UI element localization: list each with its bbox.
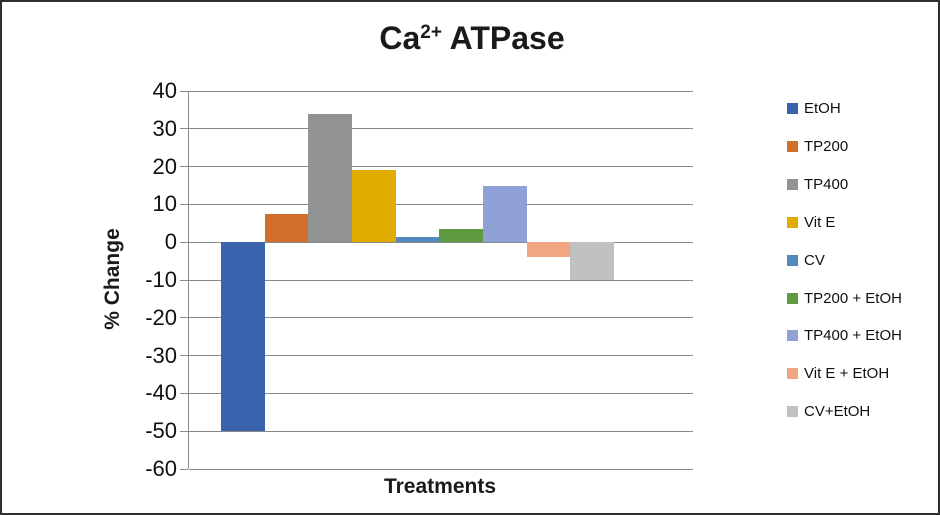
- legend-item-tp400: TP400: [787, 174, 848, 195]
- y-tick-label-10: 10: [152, 191, 177, 217]
- y-tick-mark--10: [180, 279, 188, 281]
- y-tick-label--10: -10: [145, 267, 177, 292]
- legend-item-tp400-+-etoh: TP400 + EtOH: [787, 325, 902, 346]
- legend-item-vit-e-+-etoh: Vit E + EtOH: [787, 363, 889, 384]
- bar-tp400: [308, 113, 352, 243]
- gridline-y-0: [189, 241, 693, 243]
- y-tick-mark--30: [180, 355, 188, 357]
- legend-swatch-icon: [787, 178, 798, 190]
- gridline-y--50: [189, 430, 693, 432]
- bar-cv: [395, 236, 440, 243]
- y-tick-label--60: -60: [145, 456, 177, 481]
- legend-swatch-icon: [787, 254, 798, 266]
- chart-title: Ca2+ ATPase: [2, 20, 938, 57]
- legend-swatch-icon: [787, 406, 798, 418]
- legend-swatch-icon: [787, 140, 798, 152]
- y-tick-mark--60: [180, 468, 188, 470]
- legend-label: TP200 + EtOH: [804, 289, 902, 307]
- legend-label: TP400 + EtOH: [804, 327, 902, 345]
- legend: EtOH TP200 TP400 Vit E CV TP200 + EtOH TP400 +…: [787, 98, 937, 438]
- bar-vit-e: [351, 170, 396, 243]
- y-tick-mark--50: [180, 430, 188, 432]
- bar-cv+etoh: [570, 242, 614, 280]
- y-tick-label--20: -20: [145, 304, 177, 330]
- gridline-y-20: [189, 166, 693, 168]
- legend-label: TP400: [804, 175, 849, 193]
- legend-item-cv: CV: [787, 250, 825, 271]
- y-tick-label-20: 20: [152, 153, 177, 179]
- plot-area: [188, 90, 693, 470]
- y-tick-mark-20: [180, 166, 188, 168]
- legend-label: TP200: [804, 137, 849, 155]
- legend-label: Vit E: [804, 213, 836, 231]
- legend-label: CV+EtOH: [804, 403, 871, 421]
- chart-title-superscript: 2+: [420, 22, 442, 43]
- gridline-y--20: [189, 317, 693, 319]
- chart-title-rest: ATPase: [441, 20, 565, 56]
- y-tick-label-0: 0: [164, 229, 177, 255]
- legend-label: CV: [804, 251, 825, 269]
- y-tick-label--30: -30: [145, 342, 177, 368]
- y-tick-mark-10: [180, 203, 188, 205]
- gridline-y-30: [189, 128, 693, 130]
- legend-label: Vit E + EtOH: [804, 365, 890, 383]
- legend-swatch-icon: [787, 292, 798, 304]
- x-axis-title: Treatments: [383, 475, 497, 498]
- y-tick-mark-30: [180, 128, 188, 130]
- gridline-y--30: [189, 355, 693, 357]
- bar-vit-e-+-etoh: [526, 242, 571, 258]
- gridline-y--10: [189, 279, 693, 281]
- bar-tp200-+-etoh: [439, 228, 483, 243]
- gridline-y-40: [189, 90, 693, 92]
- y-tick-label-30: 30: [152, 115, 177, 141]
- y-tick-mark-40: [180, 90, 188, 92]
- y-tick-mark-0: [180, 241, 188, 243]
- legend-swatch-icon: [787, 368, 798, 380]
- gridline-y-10: [189, 203, 693, 205]
- bar-etoh: [221, 242, 265, 432]
- y-tick-label-40: 40: [152, 78, 177, 103]
- legend-swatch-icon: [787, 330, 798, 342]
- legend-item-tp200: TP200: [787, 136, 848, 157]
- bar-tp200: [264, 213, 309, 243]
- y-tick-label--40: -40: [145, 380, 177, 406]
- gridline-y--40: [189, 392, 693, 394]
- y-tick-mark--20: [180, 317, 188, 319]
- gridline-y--60: [189, 468, 693, 470]
- legend-swatch-icon: [787, 103, 798, 114]
- legend-item-cv+etoh: CV+EtOH: [787, 401, 870, 422]
- legend-label: EtOH: [804, 100, 841, 117]
- legend-item-tp200-+-etoh: TP200 + EtOH: [787, 288, 902, 309]
- legend-item-etoh: EtOH: [787, 98, 841, 119]
- chart-title-base: Ca: [379, 20, 421, 56]
- legend-swatch-icon: [787, 216, 798, 228]
- legend-item-vit-e: Vit E: [787, 212, 835, 233]
- y-tick-label--50: -50: [145, 418, 177, 444]
- bar-tp400-+-etoh: [482, 185, 527, 243]
- y-tick-mark--40: [180, 392, 188, 394]
